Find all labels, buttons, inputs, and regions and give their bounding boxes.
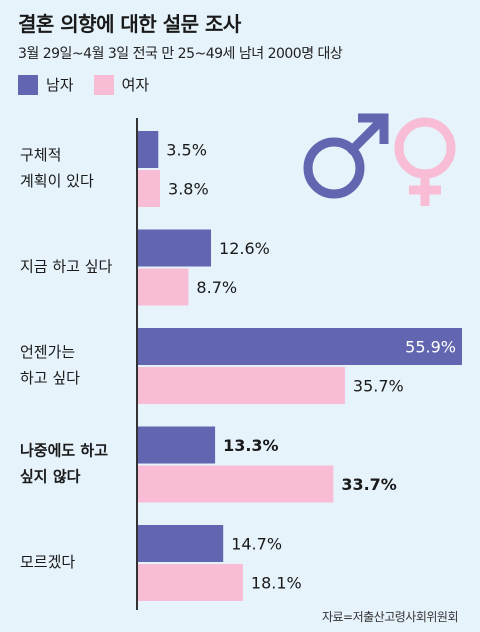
category-label: 언젠가는 (20, 343, 75, 361)
chart-subtitle: 3월 29일~4월 3일 전국 만 25~49세 남녀 2000명 대상 (18, 46, 343, 62)
value-label-male: 55.9% (405, 338, 456, 357)
male-symbol-icon (303, 113, 389, 199)
bar-female (138, 367, 345, 404)
category-label: 구체적 (20, 146, 61, 164)
legend: 남자 여자 (18, 74, 169, 95)
bar-female (138, 465, 334, 503)
value-label-male: 14.7% (231, 535, 282, 554)
bar-female (138, 170, 161, 207)
category-label: 모르겠다 (20, 553, 75, 571)
bar-female (138, 564, 243, 601)
chart-title: 결혼 의향에 대한 설문 조사 (18, 12, 241, 36)
value-label-male: 3.5% (166, 141, 207, 160)
value-label-female: 35.7% (353, 377, 404, 396)
bar-male (138, 328, 462, 365)
bar-female (138, 268, 189, 306)
gender-symbols (303, 113, 456, 206)
female-symbol-icon (394, 117, 456, 206)
bar-male (138, 131, 159, 168)
value-label-female: 8.7% (196, 278, 237, 297)
legend-swatch-male (18, 74, 38, 95)
legend-swatch-female (93, 74, 114, 95)
category-label: 하고 싶다 (20, 369, 80, 387)
category-label: 지금 하고 싶다 (20, 258, 113, 276)
value-label-female: 33.7% (341, 475, 397, 494)
legend-label-female: 여자 (121, 76, 150, 94)
value-label-male: 12.6% (219, 239, 270, 258)
value-label-male: 13.3% (223, 436, 279, 455)
category-label: 싶지 않다 (20, 468, 81, 486)
bar-male (138, 426, 216, 464)
bar-male (138, 525, 224, 562)
value-label-female: 18.1% (251, 574, 302, 593)
bar-male (138, 229, 212, 267)
legend-label-male: 남자 (46, 76, 74, 94)
source-note: 자료=저출산고령사회위원회 (321, 610, 459, 624)
legend-item-male: 남자 (18, 74, 74, 95)
category-label: 나중에도 하고 (20, 442, 108, 460)
value-label-female: 3.8% (168, 180, 209, 199)
category-label: 계획이 있다 (20, 172, 94, 190)
legend-item-female: 여자 (93, 74, 150, 95)
